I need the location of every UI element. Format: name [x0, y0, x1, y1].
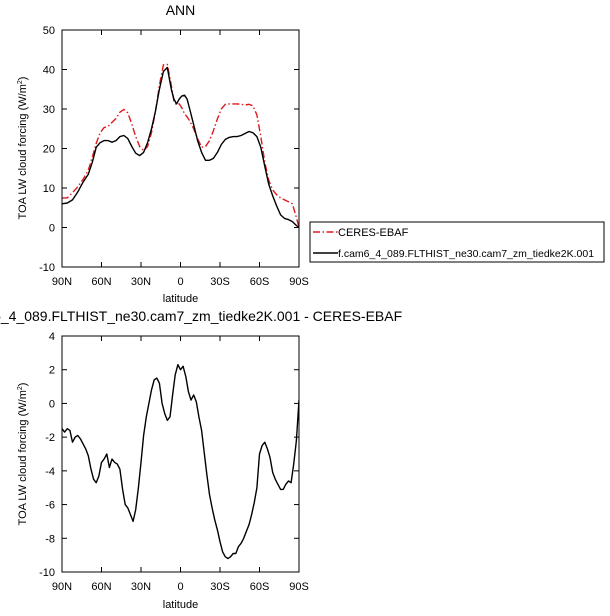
y-tick-label: -2 [45, 432, 55, 444]
x-axis-label: latitude [163, 599, 198, 611]
y-tick-label: 0 [49, 398, 55, 410]
y-axis-label: TOA LW cloud forcing (W/m2) [17, 77, 29, 220]
y-tick-label: -10 [39, 262, 55, 274]
chart-title: f.cam6_4_089.FLTHIST_ne30.cam7_zm_tiedke… [0, 308, 402, 324]
x-axis-label: latitude [163, 293, 198, 305]
chart-title: ANN [166, 2, 196, 18]
panel-difference: f.cam6_4_089.FLTHIST_ne30.cam7_zm_tiedke… [0, 308, 402, 611]
x-tick-label: 0 [177, 276, 183, 288]
panel-annual-mean: ANN -10 0 10 20 30 40 50 90N 60N 30N 0 30S 60S 90S l… [17, 2, 605, 305]
y-tick-label: 30 [43, 104, 55, 116]
y-tick-label: 10 [43, 183, 55, 195]
legend-box [309, 221, 605, 263]
x-tick-label: 60S [250, 581, 270, 593]
legend-label-model: f.cam6_4_089.FLTHIST_ne30.cam7_zm_tiedke… [338, 248, 594, 260]
y-tick-label: 4 [49, 331, 55, 343]
y-tick-label: 2 [49, 365, 55, 377]
series-line-model [62, 66, 299, 229]
x-tick-label: 90N [52, 276, 72, 288]
series-line-ceres-ebaf [62, 63, 299, 228]
y-axis-label: TOA LW cloud forcing (W/m2) [17, 383, 29, 526]
y-tick-label: 0 [49, 223, 55, 235]
x-tick-label: 90S [289, 581, 309, 593]
y-tick-label: -4 [45, 466, 55, 478]
y-tick-label: 20 [43, 144, 55, 156]
y-tick-label: -6 [45, 500, 55, 512]
legend-label-ceres-ebaf: CERES-EBAF [338, 227, 409, 239]
x-tick-label: 0 [177, 581, 183, 593]
x-tick-label: 60S [250, 276, 270, 288]
plot-frame [61, 335, 300, 573]
x-tick-label: 60N [91, 581, 111, 593]
x-tick-label: 60N [91, 276, 111, 288]
legend: CERES-EBAF f.cam6_4_089.FLTHIST_ne30.cam… [309, 221, 605, 263]
y-tick-label: -8 [45, 533, 55, 545]
plot-frame [61, 29, 300, 268]
y-tick-label: 50 [43, 25, 55, 37]
x-tick-label: 90S [289, 276, 309, 288]
x-tick-label: 30S [210, 581, 230, 593]
x-tick-label: 90N [52, 581, 72, 593]
y-tick-label: -10 [39, 567, 55, 579]
series-line-difference [62, 364, 299, 560]
x-tick-label: 30N [131, 276, 151, 288]
x-tick-label: 30N [131, 581, 151, 593]
y-tick-label: 40 [43, 65, 55, 77]
x-tick-label: 30S [210, 276, 230, 288]
